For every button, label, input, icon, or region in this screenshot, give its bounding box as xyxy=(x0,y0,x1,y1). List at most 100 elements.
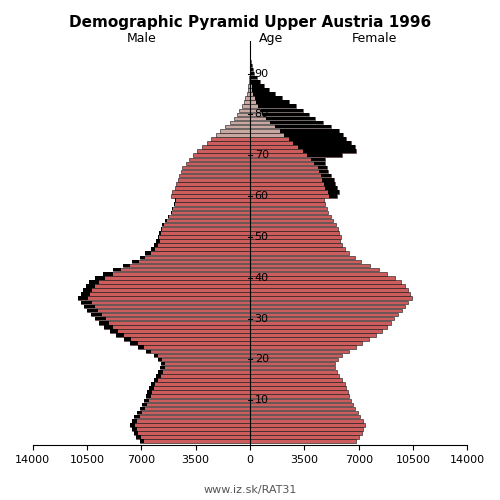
Bar xyxy=(250,125,331,128)
Bar xyxy=(312,158,324,161)
Bar xyxy=(248,84,250,87)
Bar xyxy=(112,268,250,272)
Bar xyxy=(250,60,251,63)
Bar xyxy=(80,292,90,296)
Bar xyxy=(250,244,342,247)
Bar xyxy=(250,350,350,353)
Bar xyxy=(96,276,105,280)
Bar xyxy=(216,133,250,136)
Bar xyxy=(94,317,250,320)
Bar xyxy=(254,96,282,100)
Bar xyxy=(154,244,158,247)
Bar xyxy=(250,76,257,80)
Bar xyxy=(250,406,355,410)
Bar xyxy=(250,329,382,332)
Bar xyxy=(294,141,351,145)
Bar xyxy=(159,231,160,234)
Bar xyxy=(250,362,334,366)
Bar xyxy=(250,206,327,210)
Bar xyxy=(138,346,250,349)
Bar xyxy=(146,350,150,353)
Bar xyxy=(154,244,250,247)
Bar xyxy=(154,378,158,382)
Bar xyxy=(154,354,250,357)
Bar xyxy=(158,235,159,239)
Bar xyxy=(134,415,250,418)
Bar xyxy=(104,325,250,328)
Bar xyxy=(249,80,250,84)
Bar xyxy=(140,440,144,443)
Bar xyxy=(160,227,250,230)
Bar xyxy=(250,402,352,406)
Bar xyxy=(314,162,326,165)
Bar xyxy=(160,366,164,370)
Bar xyxy=(250,92,275,96)
Bar xyxy=(130,423,250,426)
Bar xyxy=(132,419,250,422)
Bar xyxy=(250,129,338,132)
Bar xyxy=(202,146,250,149)
Bar xyxy=(162,223,250,226)
Bar xyxy=(156,239,250,243)
Bar xyxy=(80,292,250,296)
Bar xyxy=(142,402,250,406)
Bar xyxy=(250,60,251,63)
Bar xyxy=(250,166,327,170)
Bar xyxy=(176,198,250,202)
Bar xyxy=(250,394,350,398)
Bar xyxy=(250,276,395,280)
Bar xyxy=(250,366,336,370)
Bar xyxy=(250,182,336,186)
Bar xyxy=(246,96,250,100)
Bar xyxy=(250,170,328,173)
Bar xyxy=(172,206,250,210)
Bar xyxy=(250,227,338,230)
Bar xyxy=(160,366,250,370)
Bar xyxy=(166,219,167,222)
Bar xyxy=(132,427,250,430)
Title: Demographic Pyramid Upper Austria 1996: Demographic Pyramid Upper Austria 1996 xyxy=(69,15,431,30)
Bar xyxy=(180,174,250,178)
Bar xyxy=(158,370,163,374)
Bar xyxy=(250,382,344,386)
Text: 60: 60 xyxy=(254,191,268,201)
Bar xyxy=(250,260,361,264)
Text: 40: 40 xyxy=(254,273,269,283)
Bar xyxy=(242,104,250,108)
Bar xyxy=(250,296,412,300)
Bar xyxy=(172,190,250,194)
Bar xyxy=(250,374,340,378)
Bar xyxy=(275,125,331,128)
Bar xyxy=(186,162,250,165)
Bar xyxy=(250,100,289,104)
Bar xyxy=(156,374,160,378)
Bar xyxy=(174,186,250,190)
Bar xyxy=(140,406,250,410)
Bar xyxy=(250,112,309,116)
Bar xyxy=(78,296,88,300)
Bar xyxy=(298,146,355,149)
Bar xyxy=(86,284,250,288)
Bar xyxy=(250,288,408,292)
Bar xyxy=(250,214,331,218)
Bar xyxy=(250,174,331,178)
Bar xyxy=(84,304,94,308)
Bar xyxy=(110,329,118,332)
Bar xyxy=(90,280,250,283)
Bar xyxy=(250,264,370,268)
Bar xyxy=(110,329,250,332)
Bar xyxy=(250,304,406,308)
Bar xyxy=(130,342,138,345)
Bar xyxy=(324,182,336,186)
Bar xyxy=(250,96,282,100)
Bar xyxy=(136,411,250,414)
Bar xyxy=(134,415,140,418)
Bar xyxy=(250,68,252,71)
Text: 50: 50 xyxy=(254,232,268,242)
Bar xyxy=(178,178,250,182)
Bar xyxy=(103,272,113,276)
Bar xyxy=(132,427,136,430)
Bar xyxy=(182,166,250,170)
Bar xyxy=(250,346,356,349)
Bar xyxy=(250,436,358,439)
